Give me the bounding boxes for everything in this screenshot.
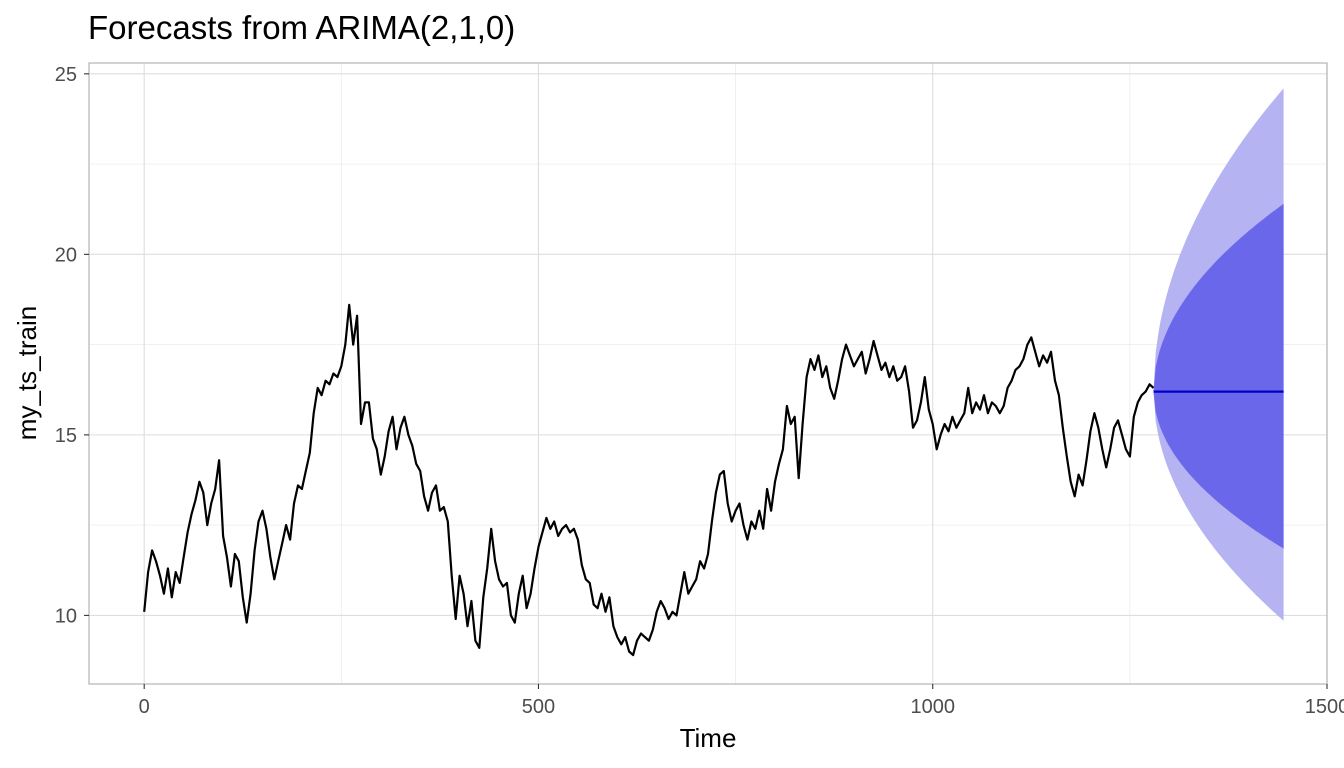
observed-line xyxy=(143,303,1155,657)
x-tick-label: 0 xyxy=(139,696,150,718)
forecast-band-80pct xyxy=(1153,203,1284,549)
forecast-interval-bands xyxy=(1153,88,1284,621)
chart-title: Forecasts from ARIMA(2,1,0) xyxy=(88,9,515,46)
series-lines xyxy=(143,303,1284,657)
x-axis-ticks: 0 500 1000 1500 xyxy=(139,684,1344,718)
y-tick-label: 25 xyxy=(55,64,77,86)
y-tick-label: 20 xyxy=(55,244,77,266)
x-tick-label: 500 xyxy=(522,696,555,718)
x-tick-label: 1000 xyxy=(910,696,955,718)
x-axis-title: Time xyxy=(680,723,737,753)
plot-panel-border xyxy=(88,62,1328,685)
grid-minor xyxy=(89,63,1327,684)
y-axis-title: my_ts_train xyxy=(12,306,42,440)
y-tick-label: 15 xyxy=(55,425,77,447)
x-tick-label: 1500 xyxy=(1305,696,1344,718)
y-axis-ticks: 10 15 20 25 xyxy=(55,64,89,627)
y-tick-label: 10 xyxy=(55,605,77,627)
